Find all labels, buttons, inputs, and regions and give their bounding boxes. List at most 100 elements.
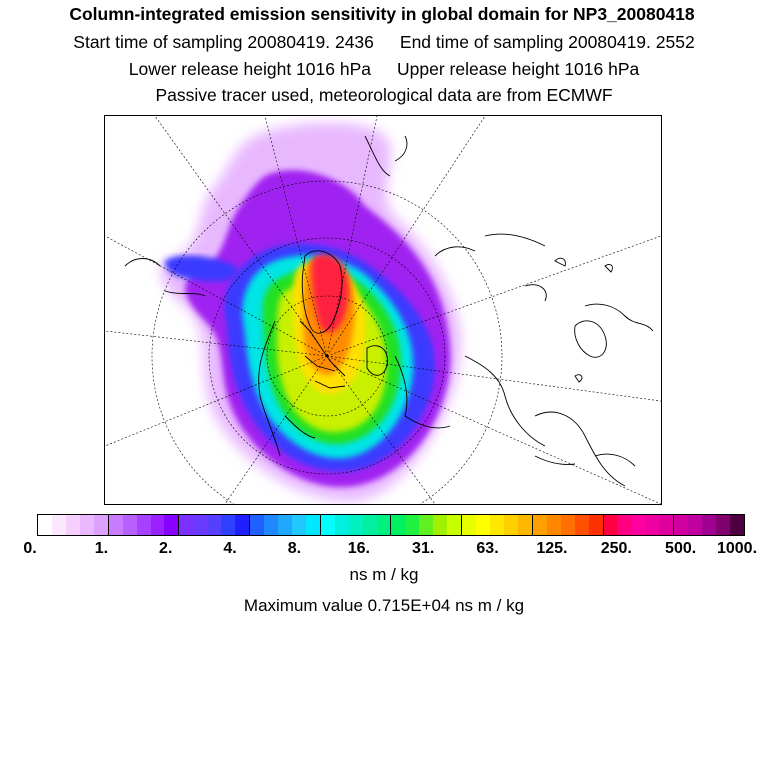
colorbar-segment bbox=[702, 515, 716, 535]
coastline-islands bbox=[554, 257, 613, 383]
colorbar-segment bbox=[136, 515, 151, 535]
upper-release-height: Upper release height 1016 hPa bbox=[397, 59, 640, 79]
polar-stereographic-map bbox=[105, 116, 661, 504]
colorbar-segment bbox=[207, 515, 222, 535]
colorbar-segment bbox=[688, 515, 703, 535]
colorbar-segment bbox=[250, 515, 264, 535]
tracer-info: Passive tracer used, meteorological data… bbox=[155, 85, 613, 105]
colorbar-segment bbox=[51, 515, 66, 535]
colorbar-segment bbox=[79, 515, 94, 535]
colorbar-segment bbox=[179, 515, 194, 535]
colorbar-segment bbox=[362, 515, 377, 535]
colorbar-tick-label: 31. bbox=[412, 540, 435, 557]
colorbar-segment bbox=[532, 515, 547, 535]
colorbar-segment bbox=[645, 515, 660, 535]
start-time: Start time of sampling 20080419. 2436 bbox=[73, 32, 374, 52]
maximum-value: Maximum value 0.715E+04 ns m / kg bbox=[243, 596, 525, 615]
colorbar-segment bbox=[631, 515, 646, 535]
colorbar-segment bbox=[376, 515, 392, 535]
colorbar-tick-label: 125. bbox=[536, 540, 568, 557]
colorbar-segment bbox=[38, 515, 52, 535]
meridian bbox=[326, 235, 661, 357]
colorbar-segment bbox=[264, 515, 278, 535]
colorbar-segment bbox=[108, 515, 123, 535]
end-time: End time of sampling 20080419. 2552 bbox=[399, 32, 695, 52]
meridian bbox=[326, 355, 661, 402]
colorbar-segment bbox=[574, 515, 589, 535]
meridian bbox=[326, 355, 436, 504]
colorbar-segment bbox=[193, 515, 208, 535]
colorbar-segment bbox=[674, 515, 689, 535]
plume-red-core bbox=[311, 254, 349, 333]
coastline-alaska bbox=[124, 258, 206, 297]
emission-plume bbox=[160, 122, 461, 502]
meridian bbox=[224, 355, 328, 504]
colorbar-tick-label: 4. bbox=[223, 540, 237, 557]
colorbar-segment bbox=[517, 515, 533, 535]
colorbar-tick-label: 8. bbox=[287, 540, 302, 557]
colorbar-segment bbox=[617, 515, 632, 535]
plot-title: Column-integrated emission sensitivity i… bbox=[69, 4, 695, 24]
colorbar-segment bbox=[716, 515, 730, 535]
colorbar-segment bbox=[235, 515, 251, 535]
coastline-north-america bbox=[258, 320, 316, 457]
coastline-north-east bbox=[584, 303, 654, 332]
sampling-time-line: Start time of sampling 20080419. 2436 End… bbox=[0, 32, 768, 53]
colorbar-segment bbox=[490, 515, 504, 535]
latitude-circle-middle bbox=[208, 237, 446, 475]
colorbar-tick-label: 2. bbox=[159, 540, 173, 557]
colorbar-segment bbox=[588, 515, 604, 535]
colorbar-tick-label: 16. bbox=[347, 540, 370, 557]
colorbar-segment bbox=[503, 515, 518, 535]
colorbar-segment bbox=[603, 515, 618, 535]
colorbar-tick-label: 250. bbox=[600, 540, 632, 557]
coastline-greenland bbox=[301, 250, 343, 334]
colorbar-segment bbox=[659, 515, 675, 535]
colorbar-segment bbox=[65, 515, 80, 535]
colorbar-segment bbox=[462, 515, 477, 535]
colorbar-segment bbox=[560, 515, 575, 535]
meridian bbox=[105, 330, 328, 357]
meridian bbox=[326, 355, 661, 504]
graticule bbox=[105, 116, 661, 504]
colorbar-segment bbox=[277, 515, 292, 535]
colorbar-segment bbox=[122, 515, 137, 535]
colorbar-segment bbox=[221, 515, 236, 535]
lower-release-height: Lower release height 1016 hPa bbox=[128, 59, 371, 79]
colorbar-segment bbox=[164, 515, 180, 535]
colorbar-segment bbox=[433, 515, 448, 535]
coastline-asia-east bbox=[434, 233, 547, 302]
colorbar-segment bbox=[291, 515, 306, 535]
colorbar-segment bbox=[405, 515, 420, 535]
colorbar-segment bbox=[729, 515, 744, 535]
colorbar-segment bbox=[391, 515, 406, 535]
colorbar-segment bbox=[334, 515, 349, 535]
coastlines bbox=[124, 135, 654, 487]
colorbar-segment bbox=[476, 515, 490, 535]
colorbar-segment bbox=[447, 515, 463, 535]
coastline-arctic-archipelago bbox=[299, 320, 346, 389]
colorbar-tick-label: 63. bbox=[476, 540, 499, 557]
coastline-labrador bbox=[394, 355, 451, 429]
coastline-siberia bbox=[364, 135, 408, 177]
polar-map-frame bbox=[104, 115, 662, 505]
plume-blue-arm bbox=[165, 255, 238, 282]
colorbar-tick-label: 500. bbox=[665, 540, 697, 557]
colorbar-segment bbox=[150, 515, 165, 535]
release-height-line: Lower release height 1016 hPa Upper relea… bbox=[0, 59, 768, 80]
colorbar-tick-label: 0. bbox=[23, 540, 37, 557]
colorbar-segment bbox=[546, 515, 561, 535]
colorbar-units: ns m / kg bbox=[349, 565, 419, 584]
colorbar-tick-label: 1000. bbox=[716, 540, 758, 557]
meridian bbox=[264, 116, 328, 357]
colorbar-segment bbox=[93, 515, 109, 535]
coastline-europe bbox=[464, 355, 626, 487]
latitude-circle-outer bbox=[151, 180, 503, 504]
colorbar bbox=[37, 514, 745, 536]
colorbar-segment bbox=[305, 515, 321, 535]
colorbar-segment bbox=[320, 515, 335, 535]
meridian bbox=[154, 116, 328, 357]
coastline-iceland bbox=[534, 453, 636, 467]
colorbar-tick-label: 1. bbox=[94, 540, 109, 557]
colorbar-segment bbox=[348, 515, 363, 535]
